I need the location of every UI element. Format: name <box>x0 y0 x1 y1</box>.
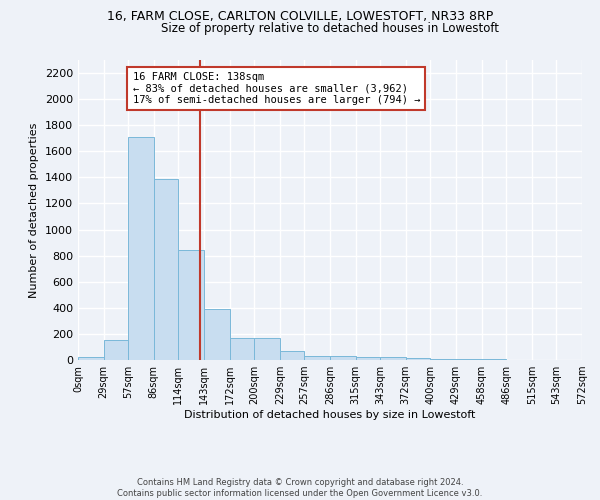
Bar <box>254 338 280 360</box>
Text: 16 FARM CLOSE: 138sqm
← 83% of detached houses are smaller (3,962)
17% of semi-d: 16 FARM CLOSE: 138sqm ← 83% of detached … <box>133 72 420 105</box>
Bar <box>154 178 178 360</box>
Bar <box>304 356 330 360</box>
Bar <box>230 338 254 360</box>
X-axis label: Distribution of detached houses by size in Lowestoft: Distribution of detached houses by size … <box>184 410 476 420</box>
Bar <box>78 358 104 360</box>
Bar <box>380 358 406 360</box>
Bar <box>356 356 380 360</box>
Text: Contains HM Land Registry data © Crown copyright and database right 2024.
Contai: Contains HM Land Registry data © Crown c… <box>118 478 482 498</box>
Y-axis label: Number of detached properties: Number of detached properties <box>29 122 40 298</box>
Bar <box>406 358 430 360</box>
Text: 16, FARM CLOSE, CARLTON COLVILLE, LOWESTOFT, NR33 8RP: 16, FARM CLOSE, CARLTON COLVILLE, LOWEST… <box>107 10 493 23</box>
Bar <box>204 309 230 360</box>
Bar <box>330 356 356 360</box>
Bar <box>128 137 154 360</box>
Bar <box>104 340 128 360</box>
Bar <box>280 351 304 360</box>
Bar <box>178 250 204 360</box>
Title: Size of property relative to detached houses in Lowestoft: Size of property relative to detached ho… <box>161 22 499 35</box>
